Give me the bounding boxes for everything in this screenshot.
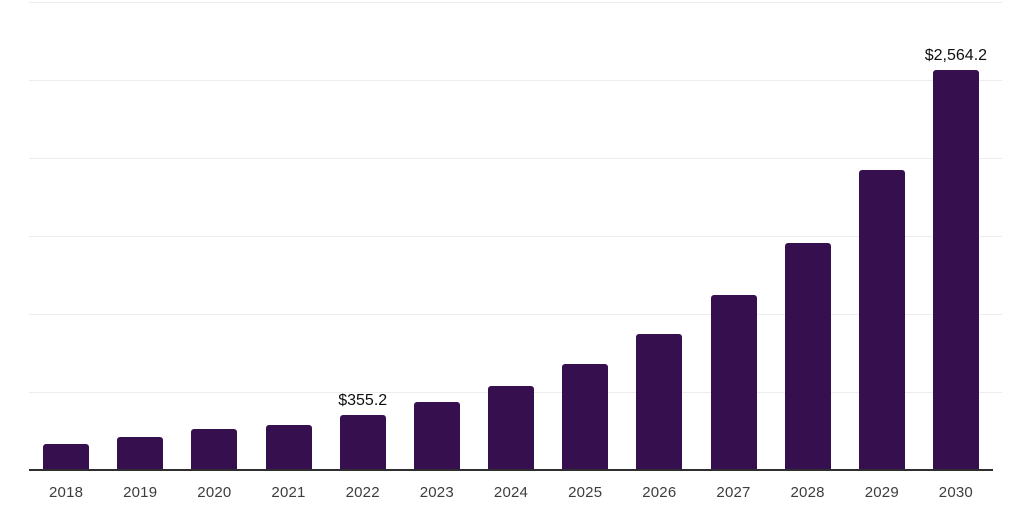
bar-2027 xyxy=(710,295,757,470)
gridline-1500 xyxy=(29,236,1002,238)
x-tick-2023: 2023 xyxy=(419,484,454,501)
x-tick-2024: 2024 xyxy=(493,484,529,501)
bar-2022 xyxy=(339,414,386,470)
bar-2025 xyxy=(562,364,609,470)
bar-2023 xyxy=(413,402,460,470)
value-label-2022: $355.2 xyxy=(338,391,388,409)
x-tick-2020: 2020 xyxy=(197,484,232,501)
x-tick-2027: 2027 xyxy=(716,484,751,501)
gridline-2500 xyxy=(29,80,1002,82)
gridline-1000 xyxy=(29,314,1002,316)
x-tick-2026: 2026 xyxy=(642,484,677,501)
x-tick-2021: 2021 xyxy=(271,484,306,501)
x-tick-2029: 2029 xyxy=(864,484,899,501)
bar-2026 xyxy=(636,334,683,470)
x-tick-2025: 2025 xyxy=(568,484,603,501)
value-label-2030: $2,564.2 xyxy=(924,47,988,65)
bar-2029 xyxy=(858,170,905,470)
x-axis-line xyxy=(29,469,993,471)
bar-2021 xyxy=(265,424,312,470)
bar-2020 xyxy=(191,429,238,470)
bar-2019 xyxy=(117,436,164,470)
x-tick-2019: 2019 xyxy=(123,484,158,501)
x-tick-2028: 2028 xyxy=(790,484,825,501)
bar-2030 xyxy=(932,70,979,470)
gridline-2000 xyxy=(29,158,1002,160)
bar-2024 xyxy=(488,386,534,470)
x-tick-2018: 2018 xyxy=(49,484,84,501)
x-tick-2022: 2022 xyxy=(345,484,380,501)
bar-2028 xyxy=(784,242,831,470)
bar-2018 xyxy=(43,443,90,470)
gridline-3000 xyxy=(29,2,1002,4)
x-tick-2030: 2030 xyxy=(938,484,973,501)
